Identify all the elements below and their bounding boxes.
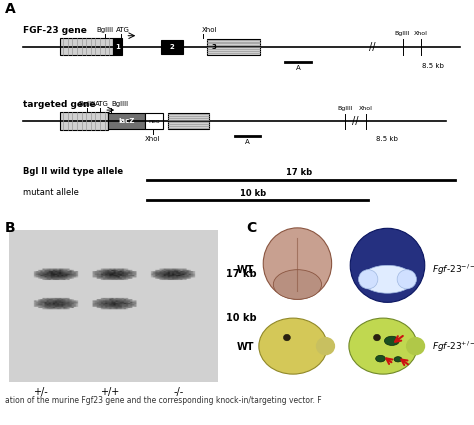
Text: B: B xyxy=(5,221,15,235)
Ellipse shape xyxy=(374,334,381,341)
Bar xyxy=(207,39,260,55)
Text: FGF-23 gene: FGF-23 gene xyxy=(23,26,87,35)
Ellipse shape xyxy=(316,337,335,355)
Text: 10 kb: 10 kb xyxy=(240,189,266,198)
Text: ation of the murine Fgf23 gene and the corresponding knock-in/targeting vector. : ation of the murine Fgf23 gene and the c… xyxy=(5,396,321,405)
Text: ATG: ATG xyxy=(116,27,130,33)
Text: 17 kb: 17 kb xyxy=(227,269,257,279)
Bar xyxy=(109,113,145,129)
Text: mutant allele: mutant allele xyxy=(23,188,79,197)
Text: A: A xyxy=(245,139,250,145)
Ellipse shape xyxy=(263,228,332,299)
Text: Bgl II wild type allele: Bgl II wild type allele xyxy=(23,167,123,176)
Bar xyxy=(168,113,209,129)
Text: BglIII: BglIII xyxy=(395,31,410,36)
Text: XhoI: XhoI xyxy=(202,27,217,33)
Text: +/-: +/- xyxy=(33,387,48,397)
Text: BglIII: BglIII xyxy=(337,106,353,111)
Text: //: // xyxy=(369,42,376,52)
Text: WT: WT xyxy=(237,265,255,275)
Ellipse shape xyxy=(394,357,402,362)
Text: BglIII: BglIII xyxy=(96,27,113,33)
Ellipse shape xyxy=(358,270,378,289)
Ellipse shape xyxy=(273,270,321,299)
Text: A: A xyxy=(296,65,301,71)
Ellipse shape xyxy=(259,318,327,374)
Bar xyxy=(145,113,163,129)
Text: XhoI: XhoI xyxy=(145,136,161,142)
Text: $Fgf$-$23^{+/-}$: $Fgf$-$23^{+/-}$ xyxy=(432,340,474,354)
Text: 2: 2 xyxy=(170,44,174,50)
Text: -/-: -/- xyxy=(173,387,183,397)
Ellipse shape xyxy=(384,336,399,346)
Text: //: // xyxy=(353,116,359,126)
Text: XhoI: XhoI xyxy=(359,106,373,111)
Bar xyxy=(60,38,113,56)
Text: targeted gene: targeted gene xyxy=(23,100,96,110)
Text: XhoI: XhoI xyxy=(414,31,428,36)
Text: +/+: +/+ xyxy=(100,387,119,397)
Text: BglIII: BglIII xyxy=(78,101,95,108)
Text: 8.5 kb: 8.5 kb xyxy=(421,63,443,69)
Ellipse shape xyxy=(350,228,425,302)
Text: $Fgf$-$23^{-/-}$: $Fgf$-$23^{-/-}$ xyxy=(432,263,474,277)
Bar xyxy=(60,112,109,130)
Ellipse shape xyxy=(349,318,417,374)
Ellipse shape xyxy=(361,265,414,293)
Bar xyxy=(113,38,122,56)
Bar xyxy=(161,40,183,54)
Ellipse shape xyxy=(283,334,291,341)
Text: WT: WT xyxy=(237,342,255,352)
Text: ATG: ATG xyxy=(94,101,109,108)
Text: BglIII: BglIII xyxy=(111,101,128,108)
Text: 10 kb: 10 kb xyxy=(227,313,257,323)
Text: C: C xyxy=(246,221,257,235)
Text: 3: 3 xyxy=(211,44,216,50)
Text: 1: 1 xyxy=(115,44,120,50)
Ellipse shape xyxy=(376,355,385,362)
Ellipse shape xyxy=(397,270,417,289)
Text: 8.5 kb: 8.5 kb xyxy=(375,136,397,142)
Text: A: A xyxy=(5,2,16,16)
Text: lacZ: lacZ xyxy=(118,118,135,124)
Ellipse shape xyxy=(406,337,425,355)
Text: 17 kb: 17 kb xyxy=(286,168,312,177)
Text: neo: neo xyxy=(148,119,160,124)
